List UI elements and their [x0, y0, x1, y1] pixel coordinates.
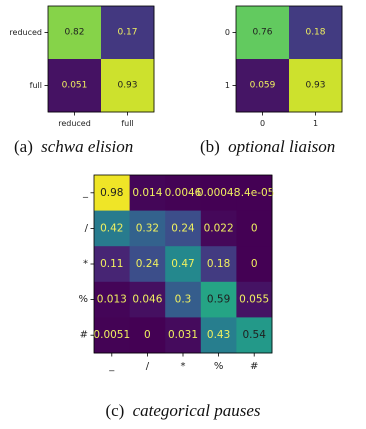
heatmap-c-x-tick-label: /	[146, 361, 150, 372]
heatmap-c-cell	[165, 317, 202, 354]
heatmap-c-cell	[94, 175, 130, 211]
heatmap-a-cell-value: 0.051	[62, 81, 88, 91]
heatmap-c-cell	[236, 246, 273, 283]
heatmap-b-cell-value: 0.76	[252, 28, 272, 38]
heatmap-c-cell	[200, 317, 237, 354]
heatmap-b-cell	[236, 6, 290, 60]
heatmap-a-cell-value: 0.93	[117, 81, 137, 91]
caption-c-prefix: (c)	[105, 401, 124, 420]
heatmap-c-cell-value: 0.59	[207, 294, 230, 306]
heatmap-c-cell	[236, 175, 273, 211]
heatmap-c-cell-value: 0	[144, 329, 151, 341]
heatmap-b-y-tick-label: 0	[225, 28, 230, 37]
heatmap-c-cell-value: 3.4e-05	[234, 187, 274, 199]
heatmap-b-cell	[236, 59, 290, 113]
heatmap-c-cell-value: 0.54	[243, 329, 267, 341]
heatmap-c-cell-value: 0.0046	[165, 187, 202, 199]
caption-b: (b) optional liaison	[200, 137, 335, 156]
heatmap-a-x-tick-label: full	[121, 119, 133, 128]
heatmap-c-cell	[200, 281, 237, 318]
heatmap-c-cell-value: 0.014	[132, 187, 162, 199]
heatmap-b-cell	[289, 59, 343, 113]
heatmap-c-cell	[165, 175, 202, 211]
heatmap-c-cell	[129, 246, 166, 283]
caption-a-prefix: (a)	[14, 137, 33, 156]
heatmap-b-cell-value: 0.93	[305, 81, 325, 91]
heatmap-c-cell-value: 0.32	[136, 222, 159, 234]
heatmap-c-cell-value: 0.98	[100, 187, 123, 199]
heatmap-c-cell	[94, 281, 130, 318]
heatmap-c-cell-value: 0.24	[171, 222, 195, 234]
heatmap-c-cell	[200, 210, 237, 247]
heatmap-c-cell-value: 0.43	[207, 329, 230, 341]
heatmap-c-cell	[94, 246, 130, 283]
heatmap-b-cell	[289, 6, 343, 60]
heatmap-c-cell-value: 0	[251, 222, 258, 234]
heatmap-c-cell-value: 0	[251, 258, 258, 270]
heatmap-c-cell	[236, 317, 273, 354]
heatmap-a-frame	[47, 5, 155, 113]
heatmap-a-cell	[101, 59, 155, 113]
heatmap-a-y-tick-label: full	[30, 81, 42, 90]
heatmap-c-cell	[129, 281, 166, 318]
heatmap-c-cell	[94, 317, 130, 354]
caption-b-prefix: (b)	[200, 137, 220, 156]
heatmap-a-cell	[101, 6, 155, 60]
heatmap-c-cell-value: 0.013	[97, 294, 127, 306]
heatmap-c-cell	[200, 246, 237, 283]
heatmap-c-cell-value: 0.11	[100, 258, 123, 270]
heatmap-c-cell-value: 0.47	[171, 258, 194, 270]
heatmap-c-cell-value: 0.00048	[197, 187, 240, 199]
caption-b-title: optional liaison	[228, 137, 335, 156]
heatmap-b-x-tick-label: 0	[260, 119, 265, 128]
heatmap-b-x-tick-label: 1	[313, 119, 318, 128]
heatmap-a-x-tick-label: reduced	[58, 119, 91, 128]
heatmap-b-y-tick-label: 1	[225, 81, 230, 90]
heatmap-c-cell-value: 0.42	[100, 222, 123, 234]
caption-a: (a) schwa elision	[14, 137, 133, 156]
heatmap-c-y-tick-label: _	[82, 187, 89, 198]
heatmap-b-frame	[235, 5, 343, 113]
heatmap-c-cell	[129, 175, 166, 211]
heatmap-c-cell-value: 0.0051	[93, 329, 130, 341]
heatmap-a-cell	[48, 6, 102, 60]
heatmap-c-cell	[129, 210, 166, 247]
heatmap-c-cell-value: 0.18	[207, 258, 230, 270]
heatmap-c-cell	[129, 317, 166, 354]
heatmap-c-cell-value: 0.055	[239, 294, 269, 306]
heatmap-c-y-tick-label: #	[80, 330, 88, 341]
heatmap-c-cell	[94, 210, 130, 247]
heatmap-c-cell	[236, 281, 273, 318]
heatmap-b-cell-value: 0.18	[305, 28, 325, 38]
caption-a-title: schwa elision	[41, 137, 133, 156]
heatmap-a-cell-value: 0.82	[64, 28, 84, 38]
heatmap-b-cell-value: 0.059	[250, 81, 276, 91]
heatmap-c-x-tick-label: _	[108, 361, 115, 372]
heatmap-a-cell-value: 0.17	[117, 28, 137, 38]
heatmap-c-x-tick-label: %	[214, 361, 224, 372]
heatmap-c-y-tick-label: *	[83, 259, 88, 270]
heatmap-c-y-tick-label: %	[78, 294, 88, 305]
heatmap-c-cell	[165, 246, 202, 283]
heatmap-c-y-tick-label: /	[85, 223, 89, 234]
heatmap-c-cell-value: 0.046	[132, 294, 162, 306]
caption-c: (c) categorical pauses	[105, 401, 260, 420]
heatmap-c-cell	[165, 210, 202, 247]
heatmap-c-x-tick-label: #	[250, 361, 258, 372]
heatmap-a-cell	[48, 59, 102, 113]
heatmap-c-cell	[165, 281, 202, 318]
caption-c-title: categorical pauses	[133, 401, 261, 420]
heatmap-c-cell-value: 0.3	[175, 294, 192, 306]
heatmap-a-y-tick-label: reduced	[9, 28, 42, 37]
heatmap-c-cell-value: 0.031	[168, 329, 198, 341]
heatmap-c-cell-value: 0.022	[204, 222, 234, 234]
heatmap-c-cell-value: 0.24	[136, 258, 160, 270]
heatmap-c-cell	[200, 175, 237, 211]
heatmap-c-cell	[236, 210, 273, 247]
heatmap-c-x-tick-label: *	[181, 361, 186, 372]
